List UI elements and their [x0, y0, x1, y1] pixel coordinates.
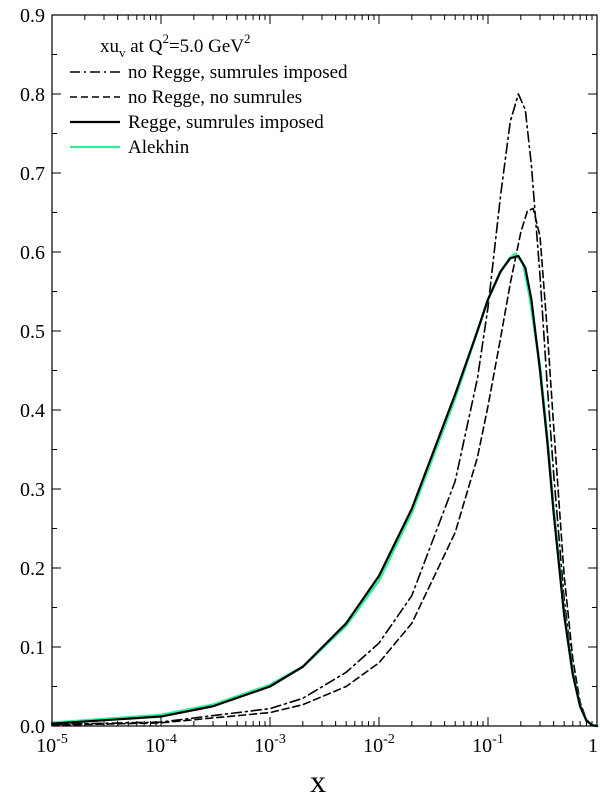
curves	[50, 93, 599, 728]
series-no-regge-sumrules-imposed	[51, 93, 598, 727]
x-axis-title: x	[310, 763, 326, 799]
legend-label: Regge, sumrules imposed	[128, 112, 324, 133]
y-tick-label: 0.7	[20, 163, 45, 185]
legend-entries: no Regge, sumrules imposed no Regge, no s…	[70, 62, 348, 158]
y-tick-label: 0.3	[20, 479, 45, 501]
series-no-regge-no-sumrules	[51, 207, 598, 727]
legend-label: no Regge, no sumrules	[128, 87, 302, 108]
y-tick-label: 0.4	[20, 400, 45, 422]
x-tick-label: 1	[588, 735, 598, 757]
y-tick-label: 0.2	[20, 558, 45, 580]
legend-title: xuv at Q2=5.0 GeV2	[100, 31, 251, 60]
legend: xuv at Q2=5.0 GeV2 no Regge, sumrules im…	[70, 31, 348, 158]
y-tick-label: 0.5	[20, 321, 45, 343]
series-alekhin	[50, 252, 599, 728]
x-tick-labels: 10-5 10-4 10-3 10-2 10-1 1	[36, 732, 598, 757]
series-regge-sumrules-imposed	[50, 254, 599, 728]
x-tick-label: 10-3	[254, 732, 286, 757]
y-tick-label: 0.1	[20, 637, 45, 659]
x-tick-label: 10-5	[36, 732, 68, 757]
y-tick-label: 0.8	[20, 84, 45, 106]
x-tick-label: 10-1	[472, 732, 504, 757]
x-tick-label: 10-4	[145, 732, 177, 757]
y-tick-label: 0.0	[20, 716, 45, 738]
legend-label: no Regge, sumrules imposed	[128, 62, 348, 83]
y-tick-label: 0.9	[20, 5, 45, 27]
axis-ticks	[51, 14, 598, 727]
y-tick-label: 0.6	[20, 242, 45, 264]
y-tick-labels: 0.0 0.1 0.2 0.3 0.4 0.5 0.6 0.7 0.8 0.9	[20, 5, 45, 738]
x-tick-label: 10-2	[363, 732, 395, 757]
legend-label: Alekhin	[128, 137, 190, 158]
